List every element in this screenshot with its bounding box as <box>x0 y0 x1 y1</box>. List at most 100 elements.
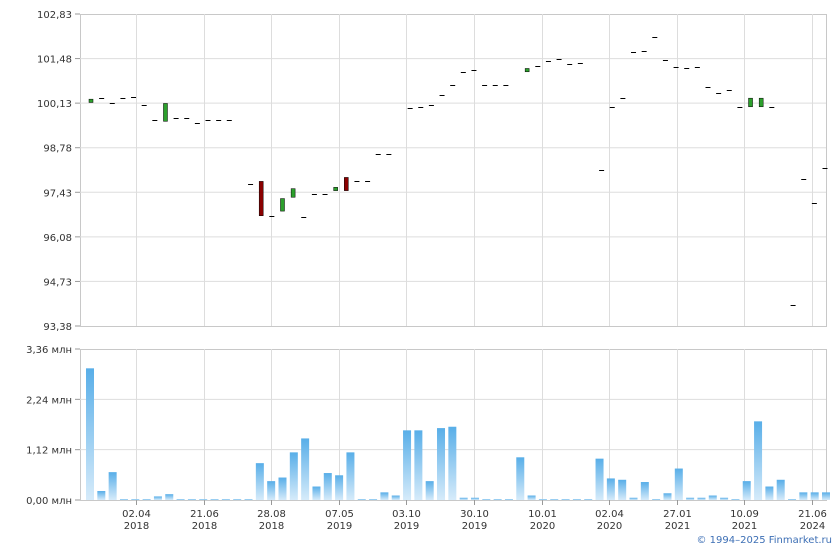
volume-bar <box>788 499 797 501</box>
volume-bar <box>527 495 536 500</box>
volume-bar <box>765 486 774 500</box>
volume-bar <box>572 499 581 501</box>
x-tick-year-label: 2018 <box>124 521 149 532</box>
volume-bar <box>674 468 683 500</box>
volume-bar <box>289 452 298 500</box>
volume-bar <box>437 428 446 500</box>
x-tick-date-label: 10.09 <box>730 509 759 520</box>
volume-bar <box>482 499 491 501</box>
price-candle-up <box>758 97 764 108</box>
volume-bar <box>618 479 627 500</box>
volume-bar <box>380 492 389 500</box>
volume-bar <box>86 368 94 500</box>
price-y-tick-label: 102,83 <box>37 10 72 21</box>
volume-bar <box>142 499 151 501</box>
volume-bar <box>425 481 434 500</box>
volume-bar <box>97 491 106 500</box>
volume-bar <box>255 463 264 500</box>
x-tick-date-label: 21.06 <box>798 509 827 520</box>
volume-bar <box>561 499 570 501</box>
x-tick-year-label: 2018 <box>192 521 217 532</box>
volume-bar <box>686 497 695 500</box>
volume-y-tick-label: 3,36 млн <box>26 345 72 356</box>
price-y-tick-label: 98,78 <box>43 144 72 155</box>
volume-bar <box>199 499 208 501</box>
volume-bar <box>516 457 525 500</box>
volume-bar <box>708 495 717 500</box>
volume-bar <box>731 499 740 501</box>
price-y-tick-label: 96,08 <box>43 233 72 244</box>
volume-bar <box>221 499 230 501</box>
x-tick-date-label: 02.04 <box>122 509 151 520</box>
volume-bar <box>459 497 468 500</box>
volume-bar <box>346 452 355 500</box>
volume-bar <box>267 481 276 500</box>
volume-bar <box>663 493 672 500</box>
price-y-tick-label: 97,43 <box>43 188 72 199</box>
copyright-footer[interactable]: © 1994–2025 Finmarket.ru <box>696 535 832 546</box>
volume-bar <box>493 499 502 501</box>
volume-bar <box>742 481 751 500</box>
volume-bar <box>538 499 547 501</box>
volume-bar <box>470 497 479 500</box>
volume-bar <box>697 497 706 500</box>
x-tick-year-label: 2020 <box>597 521 622 532</box>
volume-bar <box>448 426 457 500</box>
volume-bar <box>165 494 174 500</box>
volume-bar <box>414 430 423 500</box>
volume-bar <box>799 492 808 500</box>
price-y-tick-label: 101,48 <box>37 55 72 66</box>
volume-bar <box>233 499 242 501</box>
x-tick-date-label: 10.01 <box>528 509 557 520</box>
volume-bar <box>323 473 332 500</box>
volume-bar <box>301 438 310 500</box>
volume-bar <box>369 499 378 501</box>
volume-bar <box>640 482 649 500</box>
x-tick-year-label: 2019 <box>327 521 352 532</box>
volume-bar <box>550 499 559 501</box>
price-candle-up <box>333 187 338 191</box>
price-candle-up <box>290 188 296 198</box>
volume-bar <box>210 499 219 501</box>
x-tick-year-label: 2024 <box>800 521 825 532</box>
x-tick-year-label: 2020 <box>530 521 555 532</box>
volume-bar <box>754 421 763 500</box>
volume-bar <box>595 458 604 500</box>
x-tick-date-label: 03.10 <box>392 509 421 520</box>
x-tick-year-label: 2021 <box>732 521 757 532</box>
volume-bar <box>504 499 513 501</box>
price-y-tick-label: 94,73 <box>43 277 72 288</box>
volume-bar <box>584 499 593 501</box>
x-tick-date-label: 07.05 <box>325 509 354 520</box>
x-tick-date-label: 30.10 <box>460 509 489 520</box>
price-candle-up <box>280 198 285 212</box>
volume-bar <box>278 477 287 500</box>
volume-bar <box>176 499 185 501</box>
volume-plot-frame <box>80 349 827 501</box>
price-candle-down <box>344 177 349 191</box>
price-candle-up <box>748 97 753 108</box>
volume-bar <box>312 486 321 500</box>
volume-bar <box>357 499 366 501</box>
volume-bar <box>108 472 117 500</box>
x-tick-year-label: 2019 <box>394 521 419 532</box>
x-tick-year-label: 2021 <box>665 521 690 532</box>
price-candle-up <box>524 68 530 73</box>
price-candle-up <box>88 98 94 103</box>
x-tick-year-label: 2019 <box>462 521 487 532</box>
x-tick-year-label: 2018 <box>259 521 284 532</box>
volume-y-tick-label: 2,24 млн <box>26 395 72 406</box>
volume-bar <box>119 499 128 501</box>
x-tick-date-label: 28.08 <box>257 509 286 520</box>
volume-bar <box>244 499 253 501</box>
volume-bar <box>403 430 412 500</box>
price-candle-up <box>163 103 168 122</box>
price-y-tick-label: 100,13 <box>37 99 72 110</box>
price-y-tick-label: 93,38 <box>43 322 72 333</box>
volume-y-tick-label: 1,12 млн <box>26 446 72 457</box>
volume-y-tick-label: 0,00 млн <box>26 496 72 507</box>
volume-bar <box>822 492 830 500</box>
x-tick-date-label: 02.04 <box>595 509 624 520</box>
x-tick-date-label: 21.06 <box>190 509 219 520</box>
